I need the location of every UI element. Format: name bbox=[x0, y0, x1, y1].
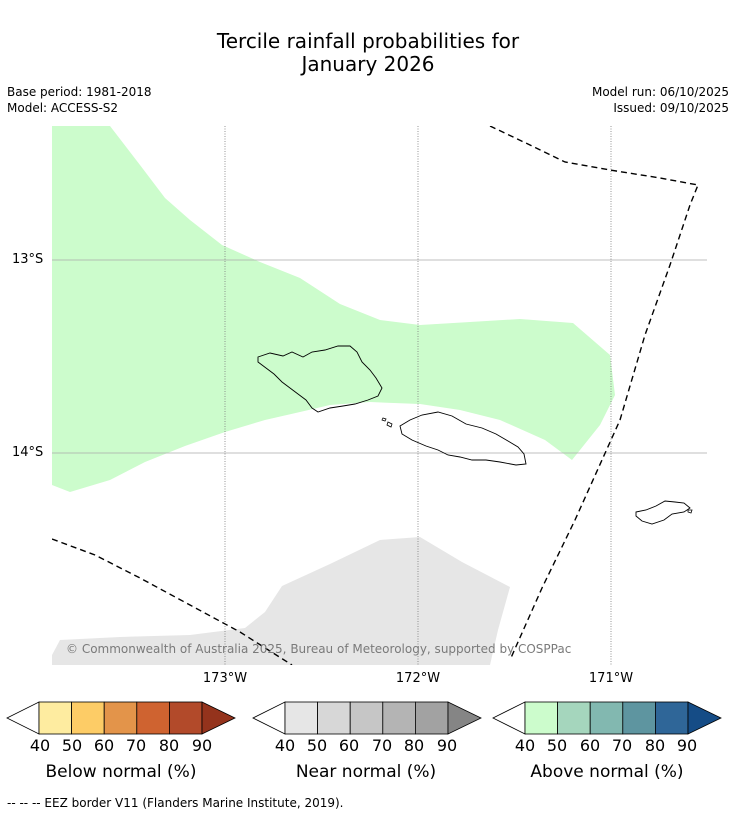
tutuila-island bbox=[635, 500, 691, 525]
near-swatch bbox=[414, 701, 449, 735]
below-tick-40: 40 bbox=[29, 736, 51, 755]
model-run: Model run: 06/10/2025 bbox=[591, 85, 729, 99]
below-tick-70: 70 bbox=[125, 736, 147, 755]
apolima-islet bbox=[381, 417, 387, 422]
issued-date: Issued: 09/10/2025 bbox=[613, 101, 729, 115]
colorbar-near-swatches bbox=[252, 701, 482, 735]
near-swatch bbox=[317, 701, 351, 735]
above-tick-80: 80 bbox=[644, 736, 666, 755]
above-swatch bbox=[654, 701, 689, 735]
above-swatch bbox=[622, 701, 656, 735]
below-swatch bbox=[71, 701, 105, 735]
lon-label-172w: 172°W bbox=[395, 671, 441, 686]
colorbar-above-swatches bbox=[492, 701, 722, 735]
title-line-2: January 2026 bbox=[301, 52, 435, 76]
near-high-extension bbox=[447, 701, 482, 735]
above-tick-90: 90 bbox=[676, 736, 698, 755]
above-swatch bbox=[524, 701, 558, 735]
below-tick-80: 80 bbox=[158, 736, 180, 755]
meta-right: Model run: 06/10/2025 Issued: 09/10/2025 bbox=[592, 84, 729, 116]
map-canvas bbox=[52, 126, 707, 665]
lon-label-173w: 173°W bbox=[202, 671, 248, 686]
base-period: Base period: 1981-2018 bbox=[7, 85, 152, 99]
above-tick-60: 60 bbox=[579, 736, 601, 755]
near-tick-50: 50 bbox=[306, 736, 328, 755]
near-swatch bbox=[284, 701, 318, 735]
near-tick-80: 80 bbox=[403, 736, 425, 755]
savaii-island bbox=[257, 345, 383, 413]
above-tick-40: 40 bbox=[514, 736, 536, 755]
near-tick-90: 90 bbox=[436, 736, 458, 755]
meta-left: Base period: 1981-2018 Model: ACCESS-S2 bbox=[7, 84, 152, 116]
near-normal-region bbox=[52, 537, 510, 665]
manono-islet bbox=[386, 421, 393, 428]
eez-border-west bbox=[52, 538, 293, 665]
eez-border-east bbox=[489, 126, 699, 661]
upolu-island bbox=[399, 411, 527, 466]
above-high-extension bbox=[687, 701, 722, 735]
model-name: Model: ACCESS-S2 bbox=[7, 101, 119, 115]
colorbar-below-swatches bbox=[6, 701, 236, 735]
above-swatch bbox=[589, 701, 624, 735]
lat-label-13s: 13°S bbox=[12, 252, 44, 267]
near-low-extension bbox=[252, 701, 286, 735]
near-tick-60: 60 bbox=[338, 736, 360, 755]
above-tick-50: 50 bbox=[546, 736, 568, 755]
lat-label-14s: 14°S bbox=[12, 445, 44, 460]
near-normal-label: Near normal (%) bbox=[295, 762, 437, 782]
copyright-text: © Commonwealth of Australia 2025, Bureau… bbox=[66, 642, 572, 656]
eez-footnote: -- -- -- EEZ border V11 (Flanders Marine… bbox=[7, 796, 344, 810]
near-swatch bbox=[382, 701, 416, 735]
below-high-extension bbox=[201, 701, 236, 735]
near-tick-40: 40 bbox=[274, 736, 296, 755]
aunuu-islet bbox=[687, 509, 693, 514]
below-tick-50: 50 bbox=[61, 736, 83, 755]
map-title: Tercile rainfall probabilities for Janua… bbox=[0, 30, 736, 76]
title-line-1: Tercile rainfall probabilities for bbox=[216, 29, 520, 53]
below-swatch bbox=[103, 701, 138, 735]
near-swatch bbox=[349, 701, 384, 735]
above-normal-region bbox=[52, 126, 615, 492]
above-normal-label: Above normal (%) bbox=[530, 762, 684, 782]
below-normal-label: Below normal (%) bbox=[45, 762, 197, 782]
above-tick-70: 70 bbox=[611, 736, 633, 755]
above-low-extension bbox=[492, 701, 526, 735]
below-tick-90: 90 bbox=[191, 736, 213, 755]
below-swatch bbox=[168, 701, 203, 735]
below-low-extension bbox=[6, 701, 40, 735]
near-tick-70: 70 bbox=[371, 736, 393, 755]
lon-label-171w: 171°W bbox=[588, 671, 634, 686]
below-swatch bbox=[38, 701, 72, 735]
below-tick-60: 60 bbox=[93, 736, 115, 755]
above-swatch bbox=[557, 701, 591, 735]
map-area bbox=[52, 126, 707, 665]
below-swatch bbox=[136, 701, 170, 735]
